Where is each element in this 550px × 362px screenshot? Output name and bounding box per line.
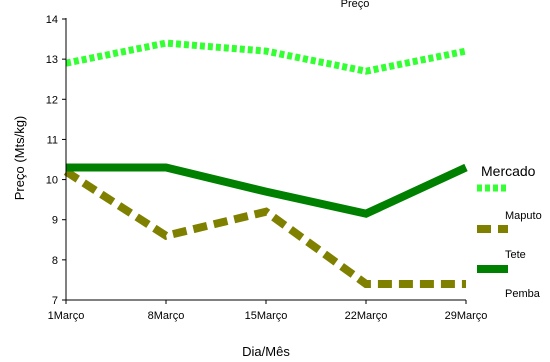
y-tick-label: 7	[52, 295, 58, 307]
y-tick-label: 13	[46, 54, 58, 66]
x-tick-label: 29Março	[445, 310, 488, 322]
legend: Mercado Maputo Tete Pemba	[477, 163, 542, 300]
series-line-pemba	[66, 163, 468, 218]
legend-label-maputo: Maputo	[505, 210, 542, 222]
x-tick-label: 15Março	[245, 310, 288, 322]
x-tick-label: 8Março	[148, 310, 185, 322]
chart-title: Preço	[341, 0, 370, 10]
x-axis-label: Dia/Mês	[242, 344, 290, 359]
legend-label-pemba: Pemba	[505, 288, 541, 300]
y-axis-ticks: 7 8 9 10 11 12 13 14	[46, 14, 66, 307]
series-layer	[63, 39, 468, 288]
y-tick-label: 14	[46, 14, 58, 26]
legend-title: Mercado	[481, 163, 536, 179]
y-tick-label: 11	[47, 134, 58, 146]
y-tick-label: 10	[46, 175, 58, 187]
legend-label-tete: Tete	[505, 249, 526, 261]
series-line-tete	[63, 168, 466, 288]
y-tick-label: 8	[52, 255, 58, 267]
x-tick-label: 1Março	[48, 310, 85, 322]
y-tick-label: 12	[46, 94, 58, 106]
series-line-maputo	[65, 39, 467, 75]
x-axis-ticks: 1Março 8Março 15Março 22Março 29Março	[48, 300, 488, 322]
x-tick-label: 22Março	[345, 310, 388, 322]
y-axis-label: Preço (Mts/kg)	[12, 116, 27, 201]
y-tick-label: 9	[52, 215, 58, 227]
